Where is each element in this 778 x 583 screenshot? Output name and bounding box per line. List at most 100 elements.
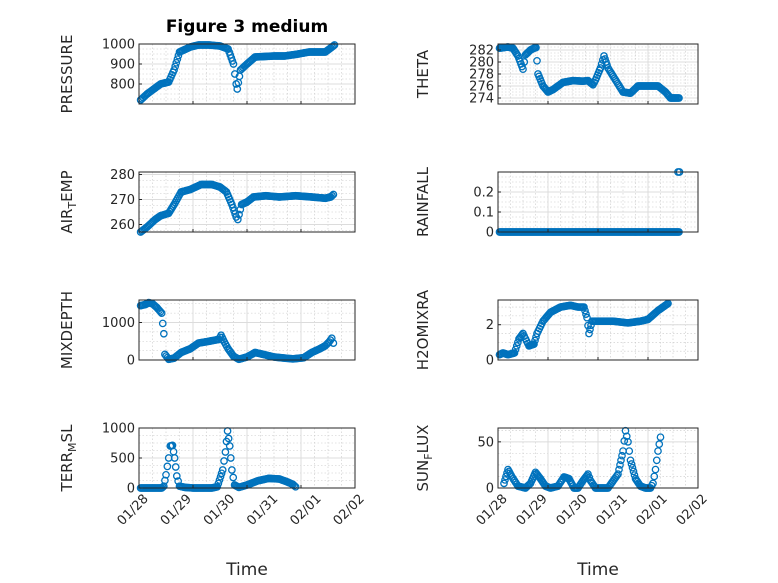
y-tick-label: 500 [110, 452, 135, 467]
data-point [624, 437, 632, 446]
x-tick-label: 02/02 [674, 492, 711, 529]
y-tick-label: 0 [486, 482, 494, 497]
data-point [328, 191, 336, 200]
x-tick-label: 02/02 [331, 492, 368, 529]
x-tick-label: 01/29 [158, 492, 195, 529]
data-point [584, 321, 592, 330]
data-point [329, 339, 338, 347]
data-point [173, 55, 182, 64]
data-point [655, 440, 664, 448]
data-point [501, 476, 509, 484]
y-axis-label: MIXDEPTH [58, 291, 76, 369]
data-point [172, 472, 181, 480]
x-tick-label: 01/28 [474, 492, 511, 529]
data-point [585, 329, 593, 338]
subplot-pressure: 800 900 1000 PRESSURE Figure 3 medium [58, 17, 356, 113]
data-point [216, 472, 225, 481]
data-point [229, 60, 238, 68]
data-point [213, 482, 222, 491]
data-point [159, 329, 168, 338]
x-tick-label: 01/30 [554, 492, 591, 529]
data-point [629, 467, 638, 476]
x-tick-label: 01/30 [201, 492, 238, 529]
data-point [530, 340, 538, 348]
data-point [171, 463, 180, 471]
data-point [656, 433, 665, 442]
data-point [512, 342, 521, 350]
y-tick-label: 0 [127, 482, 135, 497]
data-point [511, 345, 520, 354]
data-point [215, 476, 224, 484]
data-point [622, 432, 631, 441]
x-tick-label: 01/28 [115, 492, 152, 529]
y-tick-label: 50 [477, 435, 494, 450]
data-point [531, 336, 539, 345]
data-point [533, 56, 541, 65]
data-point [290, 481, 299, 490]
data-point [229, 473, 238, 482]
data-point [651, 465, 660, 474]
data-point [224, 434, 233, 443]
data-point [329, 190, 338, 199]
data-point [226, 454, 235, 462]
y-axis-label: THETA [414, 49, 432, 99]
y-tick-label: 1000 [102, 422, 135, 437]
data-point [581, 306, 589, 315]
y-tick-label: 0.2 [473, 186, 494, 201]
data-point [626, 456, 635, 465]
x-tick-label: 01/31 [244, 492, 281, 529]
data-point [233, 215, 242, 224]
y-tick-label: 0.1 [473, 206, 494, 221]
data-point [218, 466, 227, 474]
y-axis-label: TERRMSL [58, 424, 79, 493]
data-point [329, 42, 338, 50]
data-point [510, 349, 519, 357]
data-point [582, 310, 590, 318]
subplot-air-temp: 260 270 280 AIRTEMP [58, 168, 356, 236]
chart-title: Figure 3 medium [166, 17, 328, 37]
data-point [583, 313, 591, 322]
data-point [617, 456, 625, 465]
data-point [614, 470, 622, 478]
data-point [615, 465, 623, 474]
y-tick-label: 276 [469, 80, 494, 95]
data-point [170, 66, 178, 74]
y-axis-label: H2OMIXRA [414, 289, 432, 370]
data-point [625, 447, 634, 455]
data-point [225, 442, 234, 450]
subplot-mixdepth: 0 1000 MIXDEPTH [58, 291, 356, 369]
y-tick-label: 270 [110, 193, 135, 208]
data-point [649, 479, 657, 488]
subplot-sun-flux: 0 50 01/28 01/29 01/30 01/31 02/01 02/02 Time SUN… [414, 425, 711, 580]
y-tick-label: 900 [110, 58, 135, 73]
data-point [520, 58, 529, 66]
data-point [586, 325, 594, 334]
data-point [228, 466, 236, 474]
data-point [158, 483, 167, 491]
data-point [580, 303, 588, 311]
y-tick-label: 282 [469, 44, 494, 59]
data-point [596, 64, 605, 72]
x-tick-label: 01/31 [594, 492, 631, 529]
y-tick-label: 274 [469, 92, 494, 107]
x-tick-label: 02/01 [634, 492, 671, 529]
data-point [500, 479, 508, 488]
data-point [327, 334, 336, 343]
subplot-terr-msl: 0 500 1000 01/28 01/29 01/30 01/31 02/01 02/02 Ti… [58, 422, 368, 581]
data-point [214, 479, 223, 488]
data-point [171, 62, 180, 71]
data-point [675, 94, 683, 102]
y-tick-label: 278 [469, 68, 494, 83]
y-tick-label: 2 [486, 318, 494, 333]
y-tick-label: 280 [110, 168, 135, 183]
y-axis-label: RAINFALL [414, 166, 432, 237]
data-point [616, 461, 624, 469]
y-tick-label: 0 [486, 354, 494, 369]
data-point [627, 460, 636, 468]
data-point [235, 210, 243, 219]
data-point [618, 451, 626, 460]
data-point [157, 309, 166, 317]
y-tick-label: 280 [469, 56, 494, 71]
